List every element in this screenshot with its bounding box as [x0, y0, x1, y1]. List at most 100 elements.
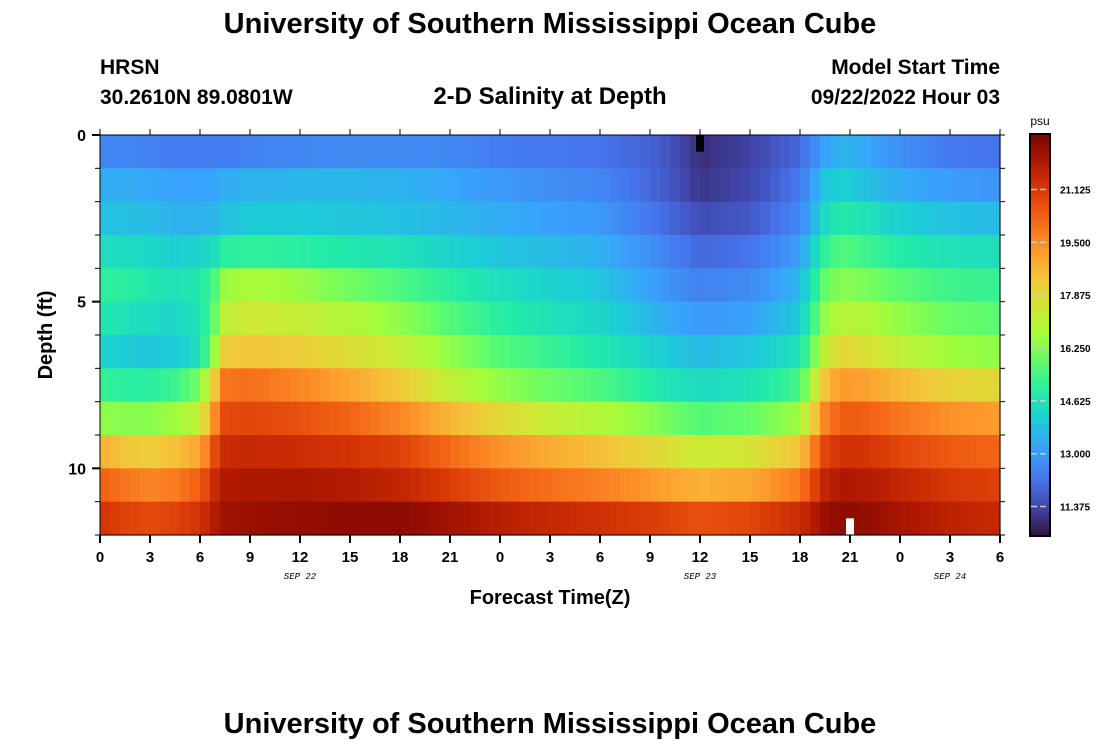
- heatmap-cell: [880, 368, 891, 403]
- heatmap-cell: [810, 501, 821, 536]
- heatmap-cell: [850, 401, 861, 436]
- heatmap-cell: [110, 501, 121, 536]
- heatmap-cell: [140, 268, 151, 303]
- heatmap-cell: [400, 235, 411, 269]
- heatmap-cell: [530, 201, 541, 236]
- heatmap-cell: [600, 168, 611, 203]
- colorbar-unit: psu: [1030, 114, 1049, 128]
- heatmap-cell: [950, 301, 961, 336]
- heatmap-cell: [100, 268, 111, 303]
- heatmap-cell: [250, 301, 261, 336]
- heatmap-cell: [380, 235, 391, 269]
- heatmap-cell: [740, 401, 751, 436]
- heatmap-cell: [690, 235, 701, 269]
- heatmap-cell: [130, 368, 141, 403]
- heatmap-cell: [790, 235, 801, 269]
- heatmap-cell: [330, 335, 341, 369]
- heatmap-cell: [520, 235, 531, 269]
- heatmap-cell: [460, 135, 471, 169]
- heatmap-cell: [290, 201, 301, 236]
- heatmap-cell: [290, 501, 301, 536]
- heatmap-cell: [110, 301, 121, 336]
- heatmap-cell: [140, 235, 151, 269]
- heatmap-cell: [950, 201, 961, 236]
- heatmap-cell: [310, 468, 321, 503]
- heatmap-cell: [550, 268, 561, 303]
- heatmap-cell: [990, 201, 1001, 236]
- heatmap-cell: [450, 435, 461, 469]
- heatmap-cell: [600, 468, 611, 503]
- heatmap-cell: [340, 401, 351, 436]
- heatmap-cell: [250, 501, 261, 536]
- heatmap-cell: [880, 435, 891, 469]
- heatmap-cell: [160, 301, 171, 336]
- heatmap-cell: [530, 368, 541, 403]
- heatmap-cell: [380, 201, 391, 236]
- heatmap-cell: [860, 401, 871, 436]
- heatmap-cell: [400, 268, 411, 303]
- heatmap-cell: [530, 301, 541, 336]
- heatmap-cell: [200, 368, 211, 403]
- heatmap-cell: [490, 501, 501, 536]
- heatmap-cell: [600, 235, 611, 269]
- heatmap-cell: [510, 468, 521, 503]
- heatmap-cell: [740, 368, 751, 403]
- heatmap-cell: [560, 468, 571, 503]
- heatmap-cell: [270, 335, 281, 369]
- heatmap-cell: [280, 135, 291, 169]
- heatmap-cell: [820, 468, 831, 503]
- heatmap-cell: [570, 268, 581, 303]
- heatmap-cell: [150, 168, 161, 203]
- heatmap-cell: [860, 335, 871, 369]
- heatmap-cell: [230, 335, 241, 369]
- heatmap-cell: [720, 368, 731, 403]
- heatmap-cell: [840, 435, 851, 469]
- heatmap-cell: [170, 135, 181, 169]
- heatmap-cell: [860, 201, 871, 236]
- heatmap-cell: [810, 335, 821, 369]
- salinity-heatmap-chart: 0 3 6 9 12 15 18 21 0 3 6 9 12 15 18 21 0 3 6 SEP 22 SEP 23 S…: [35, 114, 1091, 609]
- heatmap-cell: [120, 435, 131, 469]
- heatmap-cell: [860, 368, 871, 403]
- heatmap-cell: [290, 268, 301, 303]
- heatmap-cell: [810, 435, 821, 469]
- heatmap-cell: [560, 268, 571, 303]
- heatmap-cell: [800, 435, 811, 469]
- heatmap-cell: [710, 468, 721, 503]
- heatmap-cell: [470, 301, 481, 336]
- heatmap-cell: [840, 401, 851, 436]
- heatmap-cell: [590, 301, 601, 336]
- heatmap-cell: [470, 168, 481, 203]
- heatmap-cell: [120, 268, 131, 303]
- heatmap-cell: [640, 235, 651, 269]
- heatmap-cell: [640, 201, 651, 236]
- heatmap-cell: [940, 201, 951, 236]
- heatmap-cell: [200, 435, 211, 469]
- heatmap-cell: [530, 135, 541, 169]
- heatmap-cell: [810, 268, 821, 303]
- heatmap-cell: [880, 235, 891, 269]
- heatmap-cell: [140, 368, 151, 403]
- heatmap-cell: [800, 301, 811, 336]
- heatmap-cell: [490, 435, 501, 469]
- heatmap-cell: [960, 335, 971, 369]
- heatmap-cell: [960, 301, 971, 336]
- heatmap-cell: [640, 335, 651, 369]
- heatmap-cell: [490, 201, 501, 236]
- heatmap-cell: [480, 301, 491, 336]
- heatmap-cell: [340, 368, 351, 403]
- heatmap-cell: [660, 401, 671, 436]
- heatmap-cell: [980, 368, 991, 403]
- heatmap-cell: [650, 235, 661, 269]
- heatmap-cell: [980, 468, 991, 503]
- heatmap-cell: [960, 501, 971, 536]
- heatmap-cell: [560, 235, 571, 269]
- heatmap-cell: [430, 168, 441, 203]
- heatmap-cell: [550, 301, 561, 336]
- heatmap-cell: [770, 368, 781, 403]
- heatmap-cell: [220, 501, 231, 536]
- heatmap-cell: [120, 368, 131, 403]
- heatmap-cell: [670, 268, 681, 303]
- date-label: SEP 24: [934, 572, 966, 582]
- heatmap-cell: [250, 435, 261, 469]
